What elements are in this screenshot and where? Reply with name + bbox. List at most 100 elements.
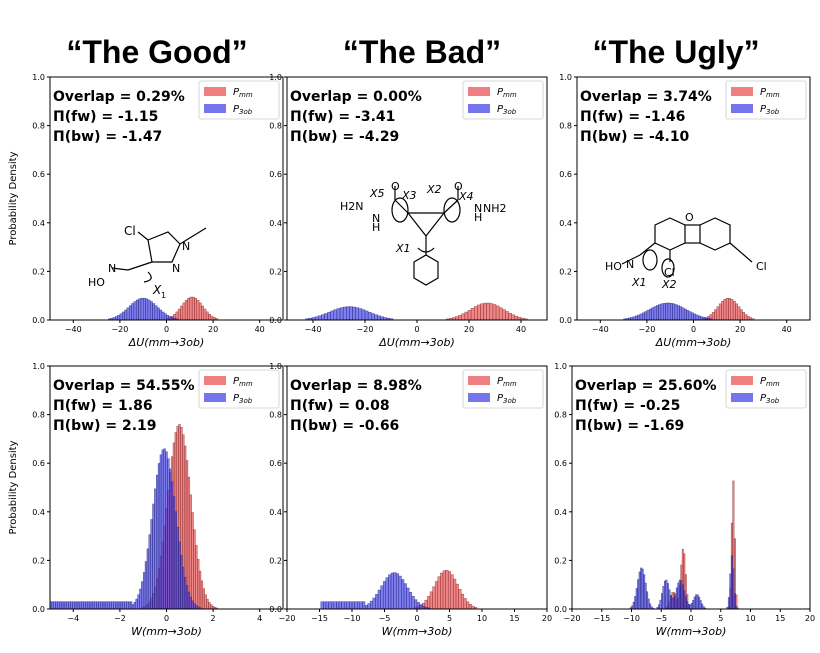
y-tick-label: 0.8 (559, 122, 572, 131)
bar-P3ob (111, 601, 114, 610)
bar-P3ob (364, 605, 368, 610)
bar-P3ob (370, 313, 375, 321)
svg-text:N: N (172, 262, 180, 275)
bar-P3ob (403, 583, 407, 610)
stat-annotation: Π(fw) = -0.25 (575, 398, 680, 414)
bar-P3ob (139, 588, 142, 610)
svg-text:Cl: Cl (124, 224, 136, 238)
bar-P3ob (87, 601, 90, 610)
bar-P3ob (653, 306, 657, 321)
bar-Pmm (447, 571, 452, 610)
stat-annotation: Π(bw) = -0.66 (290, 418, 399, 434)
bar-P3ob (53, 601, 56, 610)
svg-text:O: O (685, 211, 694, 224)
x-tick-label: −20 (564, 614, 581, 623)
bar-P3ob (356, 601, 361, 610)
bar-P3ob (380, 585, 384, 610)
legend-label: Pmm (497, 87, 517, 99)
bar-P3ob (355, 307, 360, 321)
bar-Pmm (721, 301, 725, 321)
bar-P3ob (325, 601, 329, 610)
legend-swatch (468, 87, 490, 96)
bar-P3ob (138, 298, 142, 321)
bar-Pmm (196, 299, 200, 321)
bar-Pmm (191, 296, 195, 321)
bar-P3ob (398, 575, 402, 610)
bar-P3ob (416, 602, 420, 610)
x-tick-label: 5 (718, 614, 723, 623)
bar-Pmm (739, 309, 743, 321)
svg-text:Cl: Cl (756, 260, 767, 273)
legend-swatch (731, 104, 753, 113)
bar-P3ob (655, 305, 659, 321)
svg-text:H: H (474, 211, 482, 224)
bar-P3ob (419, 604, 423, 610)
bar-P3ob (648, 308, 652, 321)
bar-P3ob (374, 314, 378, 321)
bar-P3ob (690, 312, 694, 321)
bar-Pmm (208, 602, 211, 610)
molecule-bad: H2N N H X5 X3 O X2 X4 O N H NH2 X1 (340, 180, 507, 286)
bar-Pmm (718, 303, 722, 321)
svg-text:X1: X1 (395, 242, 411, 255)
bar-Pmm (189, 296, 193, 321)
legend-swatch (468, 376, 490, 385)
svg-text:N: N (182, 240, 190, 253)
legend-swatch (468, 104, 490, 113)
bar-P3ob (341, 601, 345, 610)
bar-P3ob (92, 601, 95, 610)
bar-P3ob (146, 548, 150, 610)
bar-Pmm (437, 576, 441, 610)
bar-Pmm (197, 559, 200, 610)
bar-Pmm (177, 308, 181, 321)
bar-Pmm (511, 314, 516, 321)
bar-P3ob (372, 597, 376, 610)
x-tick-label: 0 (164, 614, 169, 623)
bar-P3ob (166, 315, 170, 321)
bar-P3ob (81, 601, 84, 610)
bar-P3ob (149, 301, 153, 321)
bar-Pmm (429, 591, 433, 610)
bar-P3ob (323, 601, 327, 610)
y-tick-label: 0.4 (269, 219, 282, 228)
bar-P3ob (96, 601, 99, 610)
bar-P3ob (342, 306, 347, 321)
bar-Pmm (440, 572, 444, 610)
bar-P3ob (114, 316, 118, 321)
y-tick-label: 0.0 (269, 605, 282, 614)
svg-text:N: N (372, 212, 380, 225)
y-tick-label: 0.8 (269, 411, 282, 420)
bar-P3ob (109, 601, 112, 610)
bar-Pmm (505, 311, 509, 321)
bar-P3ob (644, 311, 648, 321)
chart-good-du: 0.0 0.2 0.4 0.6 0.8 1.0 −40 −20 0 20 40 ΔU(mm→3ob) P… (8, 73, 284, 349)
svg-text:NH2: NH2 (483, 202, 507, 215)
bar-P3ob (346, 601, 350, 610)
x-tick-label: 5 (447, 614, 452, 623)
x-tick-label: −15 (311, 614, 328, 623)
bar-P3ob (135, 299, 139, 321)
x-tick-label: −40 (305, 325, 322, 334)
bar-P3ob (665, 302, 669, 321)
bar-P3ob (118, 601, 122, 610)
bar-P3ob (144, 561, 148, 610)
bar-Pmm (463, 598, 467, 610)
bar-Pmm (198, 570, 202, 610)
bar-Pmm (195, 545, 198, 610)
svg-text:O: O (391, 180, 400, 193)
bar-P3ob (75, 601, 79, 610)
bar-P3ob (66, 601, 69, 610)
bar-P3ob (367, 311, 372, 321)
bar-P3ob (669, 303, 673, 321)
bar-P3ob (414, 599, 418, 610)
bar-P3ob (126, 601, 129, 610)
x-tick-label: 0 (688, 614, 693, 623)
bar-P3ob (155, 474, 159, 610)
svg-text:HO: HO (88, 276, 105, 289)
bar-Pmm (716, 306, 720, 321)
legend-label: P3ob (760, 393, 780, 405)
bar-Pmm (514, 315, 519, 321)
svg-text:X1: X1 (631, 276, 647, 289)
bar-P3ob (161, 311, 165, 321)
